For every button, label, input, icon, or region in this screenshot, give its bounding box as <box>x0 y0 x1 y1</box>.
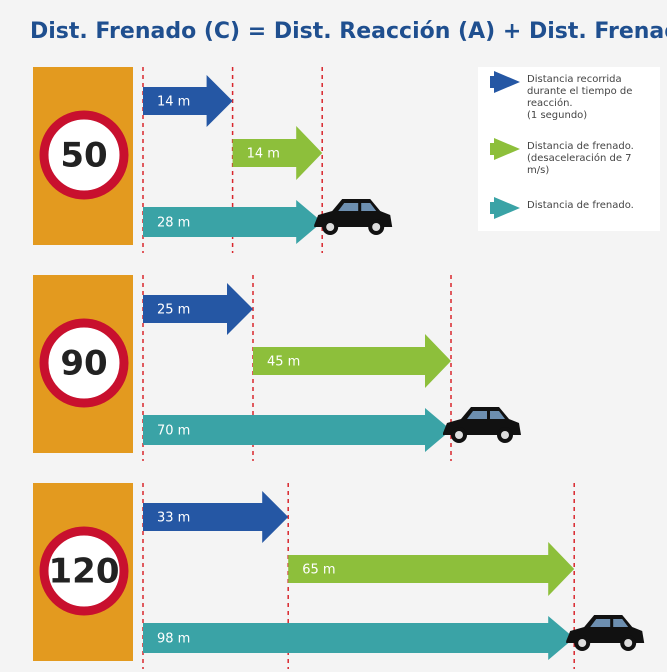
arrow-label: 25 m <box>157 303 190 318</box>
car-window <box>338 203 376 211</box>
car-window <box>467 411 505 419</box>
arrow <box>143 616 574 660</box>
speed-limit: 90 <box>60 344 107 384</box>
legend-text: Distancia de frenado. <box>527 141 634 152</box>
speed-limit: 120 <box>49 552 120 592</box>
car-window <box>590 619 628 627</box>
arrow-label: 98 m <box>157 632 190 647</box>
legend-text: (1 segundo) <box>527 110 587 121</box>
legend-text: m/s) <box>527 165 549 176</box>
arrow-label: 70 m <box>157 424 190 439</box>
car-hub <box>326 223 334 231</box>
infographic: Dist. Frenado (C) = Dist. Reacción (A) +… <box>0 0 667 672</box>
arrow-label: 14 m <box>157 95 190 110</box>
car-hub <box>372 223 380 231</box>
arrow-label: 65 m <box>302 563 335 578</box>
arrow-label: 45 m <box>267 355 300 370</box>
car-hub <box>578 639 586 647</box>
legend-text: reacción. <box>527 97 573 109</box>
car-icon <box>443 407 521 443</box>
car-hub <box>455 431 463 439</box>
arrow-label: 14 m <box>247 147 280 162</box>
car-icon <box>314 199 392 235</box>
legend-text: Distancia de frenado. <box>527 200 634 211</box>
legend-text: durante el tiempo de <box>527 86 632 97</box>
legend-text: Distancia recorrida <box>527 74 622 85</box>
speed-limit: 50 <box>60 136 107 176</box>
car-hub <box>501 431 509 439</box>
arrow-label: 33 m <box>157 511 190 526</box>
arrow-label: 28 m <box>157 216 190 231</box>
car-icon <box>566 615 644 651</box>
legend-text: (desaceleración de 7 <box>527 152 632 164</box>
car-hub <box>624 639 632 647</box>
title: Dist. Frenado (C) = Dist. Reacción (A) +… <box>30 19 667 44</box>
